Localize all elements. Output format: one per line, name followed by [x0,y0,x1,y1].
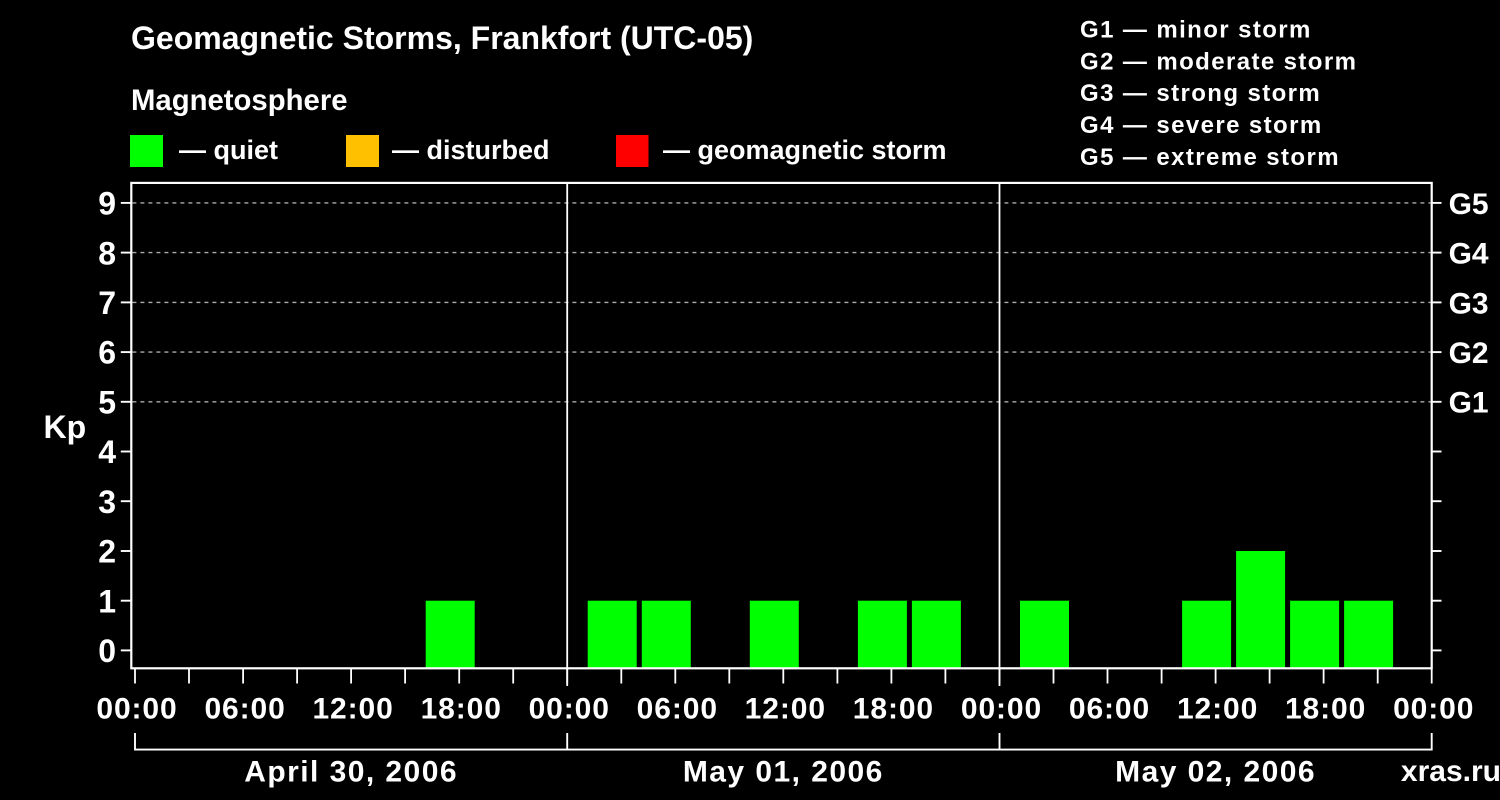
svg-text:6: 6 [98,335,116,371]
svg-text:00:00: 00:00 [96,692,177,725]
svg-text:0: 0 [98,633,116,669]
svg-text:May 01, 2006: May 01, 2006 [683,755,884,788]
svg-text:G1 — minor storm: G1 — minor storm [1080,17,1312,44]
svg-text:00:00: 00:00 [961,692,1042,725]
svg-text:5: 5 [98,384,116,420]
svg-text:G2 — moderate storm: G2 — moderate storm [1080,48,1357,75]
svg-text:2: 2 [98,534,116,570]
svg-text:8: 8 [98,235,116,271]
svg-text:Geomagnetic Storms, Frankfort: Geomagnetic Storms, Frankfort (UTC-05) [131,20,753,56]
svg-text:1: 1 [98,583,116,619]
svg-text:— disturbed: — disturbed [392,135,550,165]
svg-text:12:00: 12:00 [312,692,393,725]
svg-text:4: 4 [98,434,116,470]
svg-text:06:00: 06:00 [204,692,285,725]
svg-text:G4 — severe storm: G4 — severe storm [1080,112,1323,139]
svg-text:Kp: Kp [44,409,87,445]
svg-text:00:00: 00:00 [529,692,610,725]
svg-text:06:00: 06:00 [1069,692,1150,725]
svg-text:7: 7 [98,285,116,321]
svg-text:— quiet: — quiet [179,135,278,165]
svg-text:G3 — strong storm: G3 — strong storm [1080,80,1321,107]
svg-text:G4: G4 [1449,238,1489,271]
svg-text:— geomagnetic storm: — geomagnetic storm [663,135,947,165]
svg-text:G1: G1 [1449,387,1489,420]
svg-text:18:00: 18:00 [1285,692,1366,725]
svg-text:9: 9 [98,186,116,222]
svg-text:May 02, 2006: May 02, 2006 [1115,755,1316,788]
svg-text:G3: G3 [1449,287,1489,320]
svg-text:G2: G2 [1449,337,1489,370]
svg-text:G5 — extreme storm: G5 — extreme storm [1080,144,1340,171]
svg-text:xras.ru: xras.ru [1401,755,1500,788]
svg-text:G5: G5 [1449,188,1489,221]
svg-text:3: 3 [98,484,116,520]
svg-text:18:00: 18:00 [421,692,502,725]
svg-text:18:00: 18:00 [853,692,934,725]
svg-text:Magnetosphere: Magnetosphere [131,84,348,117]
svg-text:April 30, 2006: April 30, 2006 [244,755,458,788]
svg-text:00:00: 00:00 [1393,692,1474,725]
svg-text:12:00: 12:00 [1177,692,1258,725]
svg-text:12:00: 12:00 [745,692,826,725]
svg-text:06:00: 06:00 [637,692,718,725]
